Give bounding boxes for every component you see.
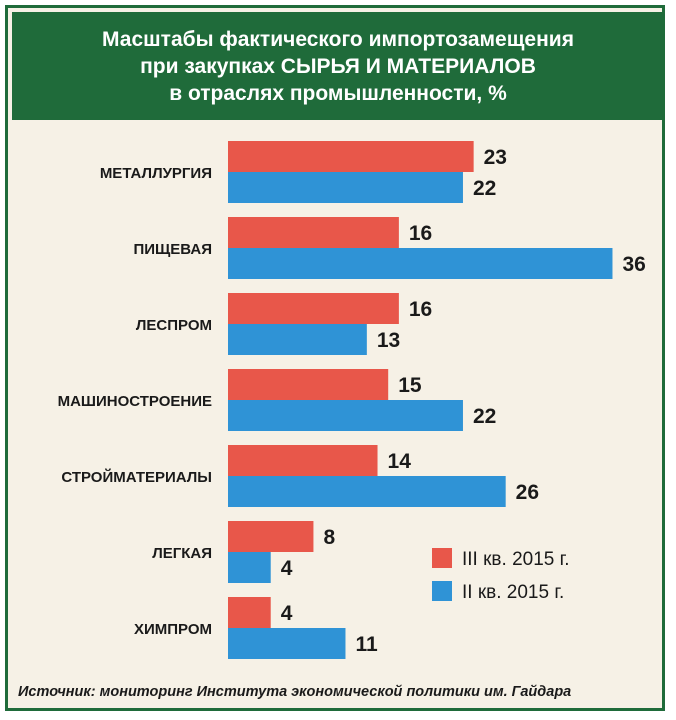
value-label: 23 [484, 146, 507, 169]
title-line-1: Масштабы фактического импортозамещения [102, 27, 574, 51]
value-label: 11 [355, 633, 378, 656]
value-label: 4 [281, 557, 293, 580]
legend-swatch [432, 581, 452, 601]
bar-q3-2015 [228, 217, 399, 248]
bar-q2-2015 [228, 248, 613, 279]
category-label: ПИЩЕВАЯ [133, 241, 212, 258]
value-label: 16 [409, 222, 432, 245]
bar-q2-2015 [228, 552, 271, 583]
bar-q2-2015 [228, 172, 463, 203]
category-label: СТРОЙМАТЕРИАЛЫ [61, 468, 212, 486]
bar-q2-2015 [228, 324, 367, 355]
value-label: 26 [516, 481, 539, 504]
category-label: ЛЕГКАЯ [152, 545, 212, 562]
bar-q3-2015 [228, 597, 271, 628]
bar-q2-2015 [228, 400, 463, 431]
value-label: 8 [323, 526, 335, 549]
value-label: 36 [622, 253, 645, 276]
value-label: 15 [398, 374, 422, 397]
bar-q3-2015 [228, 445, 378, 476]
value-label: 4 [281, 602, 293, 625]
value-label: 14 [388, 450, 412, 473]
value-label: 13 [377, 329, 400, 352]
chart-frame [5, 5, 665, 711]
title-line-3: в отраслях промышленности, % [169, 81, 507, 105]
category-label: ХИМПРОМ [134, 621, 212, 638]
title-line-2: при закупках СЫРЬЯ И МАТЕРИАЛОВ [140, 54, 536, 78]
bar-q3-2015 [228, 521, 314, 552]
value-label: 22 [473, 177, 496, 200]
value-label: 22 [473, 405, 496, 428]
bar-q3-2015 [228, 141, 474, 172]
legend-label: III кв. 2015 г. [462, 549, 570, 570]
legend-label: II кв. 2015 г. [462, 582, 564, 603]
chart-title: Масштабы фактического импортозамещения п… [12, 12, 664, 120]
source-note: Источник: мониторинг Института экономиче… [18, 684, 572, 700]
legend-swatch [432, 548, 452, 568]
category-label: МАШИНОСТРОЕНИЕ [58, 393, 212, 410]
category-label: ЛЕСПРОМ [136, 317, 212, 334]
bar-q3-2015 [228, 369, 389, 400]
category-label: МЕТАЛЛУРГИЯ [100, 165, 212, 182]
value-label: 16 [409, 298, 432, 321]
bar-q3-2015 [228, 293, 399, 324]
bar-q2-2015 [228, 476, 506, 507]
bar-q2-2015 [228, 628, 346, 659]
